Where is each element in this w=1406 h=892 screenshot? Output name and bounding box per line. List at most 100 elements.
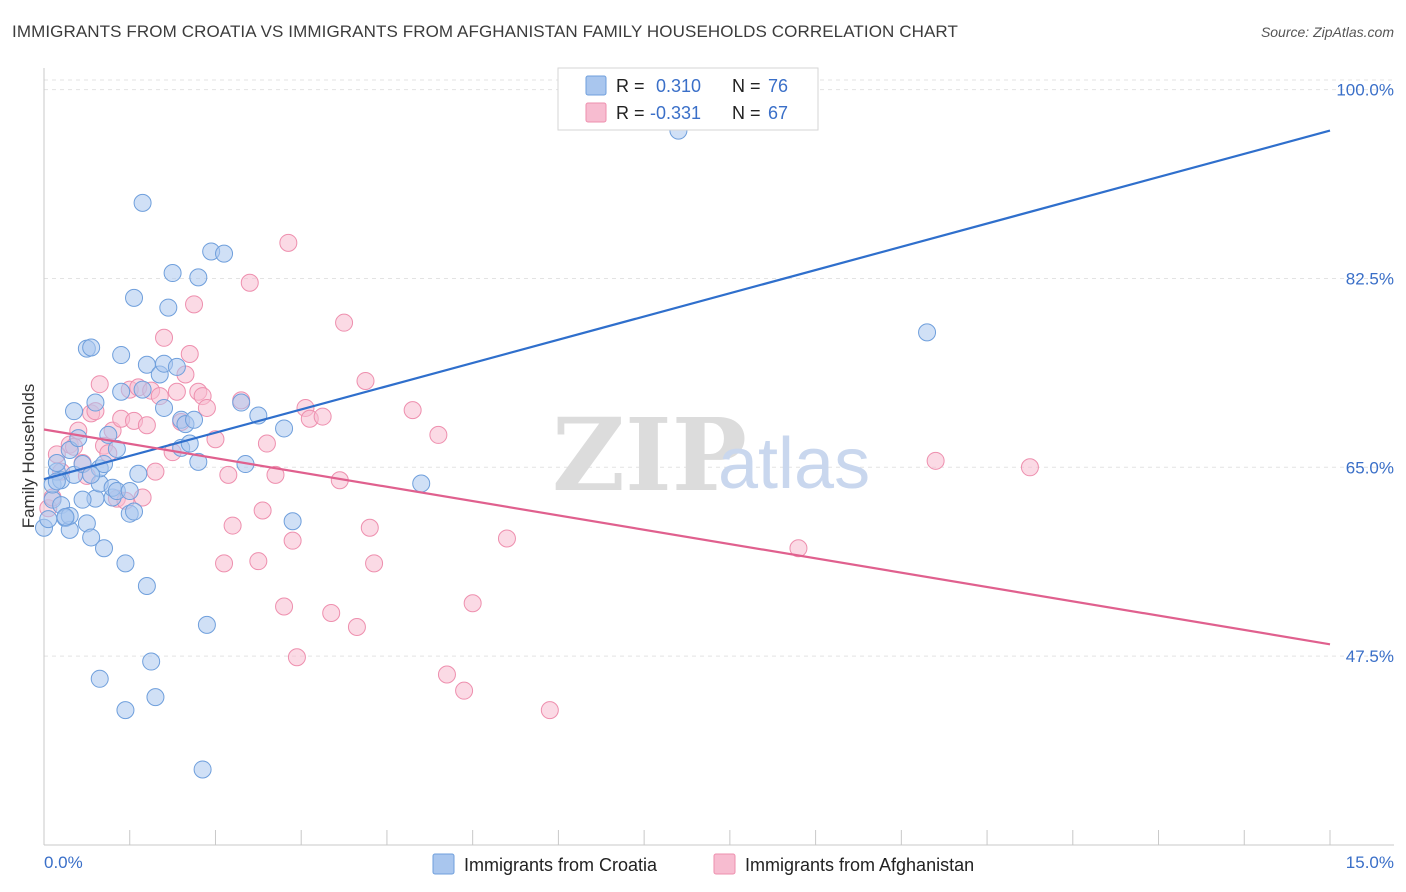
legend-n-value-afghanistan: 67 [768,103,788,123]
croatia-point [215,244,234,263]
legend-r-label-afghanistan: R = [616,103,645,123]
afghanistan-point [223,516,242,535]
legend-r-value-afghanistan: -0.331 [650,103,701,123]
afghanistan-point [347,618,366,637]
croatia-point [82,338,101,357]
croatia-point [112,346,131,365]
croatia-point [185,410,204,429]
croatia-point [283,512,302,531]
legend-n-value-croatia: 76 [768,76,788,96]
y-tick-label: 65.0% [1346,458,1394,477]
y-tick-label: 100.0% [1336,81,1394,100]
afghanistan-point [240,273,259,292]
afghanistan-point [365,554,384,573]
croatia-point [125,502,144,521]
afghanistan-point [437,665,456,684]
croatia-point [39,510,58,529]
croatia-points [35,121,937,779]
legend-n-label-afghanistan: N = [732,103,761,123]
afghanistan-point [167,382,186,401]
croatia-point [133,193,152,212]
croatia-point [189,268,208,287]
croatia-point [167,357,186,376]
afghanistan-point [429,425,448,444]
trend-line-croatia [43,129,1331,481]
x-tick-label-max: 15.0% [1346,853,1394,872]
croatia-point [412,474,431,493]
afghanistan-point [926,451,945,470]
croatia-point [65,402,84,421]
afghanistan-point [283,531,302,550]
y-tick-labels: 47.5% 65.0% 82.5% 100.0% [1336,81,1394,667]
croatia-point [112,382,131,401]
legend-n-label-croatia: N = [732,76,761,96]
croatia-point [275,419,294,438]
afghanistan-point [185,295,204,314]
croatia-point [47,453,66,472]
bottom-legend-label-croatia: Immigrants from Croatia [464,855,658,875]
croatia-point [155,398,174,417]
legend-swatch-croatia [585,75,607,96]
afghanistan-point [455,681,474,700]
legend-swatch-afghanistan [585,102,607,123]
grid-lines [44,79,1394,657]
afghanistan-point [497,529,516,548]
croatia-point [95,455,114,474]
croatia-point [107,439,126,458]
croatia-point [142,652,161,671]
legend-r-label-croatia: R = [616,76,645,96]
afghanistan-point [313,407,332,426]
afghanistan-point [356,371,375,390]
afghanistan-point [219,465,238,484]
trend-line-afghanistan [43,428,1331,646]
afghanistan-point [146,462,165,481]
afghanistan-point [463,594,482,613]
croatia-point [133,380,152,399]
croatia-point [120,482,139,501]
y-tick-label: 47.5% [1346,647,1394,666]
afghanistan-point [137,416,156,435]
bottom-legend-label-afghanistan: Immigrants from Afghanistan [745,855,974,875]
afghanistan-point [403,401,422,420]
afghanistan-point [249,552,268,571]
y-axis-label: Family Households [19,384,38,529]
watermark: ZIP atlas [552,396,870,514]
trend-lines [43,129,1331,646]
afghanistan-point [275,597,294,616]
bottom-legend-swatch-croatia [432,853,455,875]
bottom-legend-swatch-afghanistan [713,853,736,875]
afghanistan-point [155,328,174,347]
croatia-point [129,464,148,483]
afghanistan-point [253,501,272,520]
afghanistan-point [322,603,341,622]
watermark-atlas: atlas [718,424,870,504]
croatia-point [189,452,208,471]
croatia-point [116,554,135,573]
croatia-point [232,393,251,412]
croatia-point [163,264,182,283]
afghanistan-point [197,398,216,417]
afghanistan-point [1020,458,1039,477]
x-ticks [129,830,1331,845]
croatia-point [95,539,114,558]
chart-title: IMMIGRANTS FROM CROATIA VS IMMIGRANTS FR… [12,22,958,41]
legend-box: R = 0.310 N = 76 R = -0.331 N = 67 [557,67,819,131]
croatia-point [159,298,178,317]
source-label: Source: ZipAtlas.com [1260,24,1394,40]
croatia-point [125,288,144,307]
afghanistan-point [360,518,379,537]
afghanistan-point [215,554,234,573]
croatia-point [197,615,216,634]
afghanistan-point [257,434,276,453]
croatia-point [116,701,135,720]
croatia-point [90,669,109,688]
afghanistan-point [266,465,285,484]
croatia-point [73,490,92,509]
x-tick-label-min: 0.0% [44,853,83,872]
croatia-point [69,429,88,448]
bottom-legend: Immigrants from Croatia Immigrants from … [432,853,974,875]
croatia-point [146,688,165,707]
afghanistan-point [540,701,559,720]
afghanistan-point [90,375,109,394]
